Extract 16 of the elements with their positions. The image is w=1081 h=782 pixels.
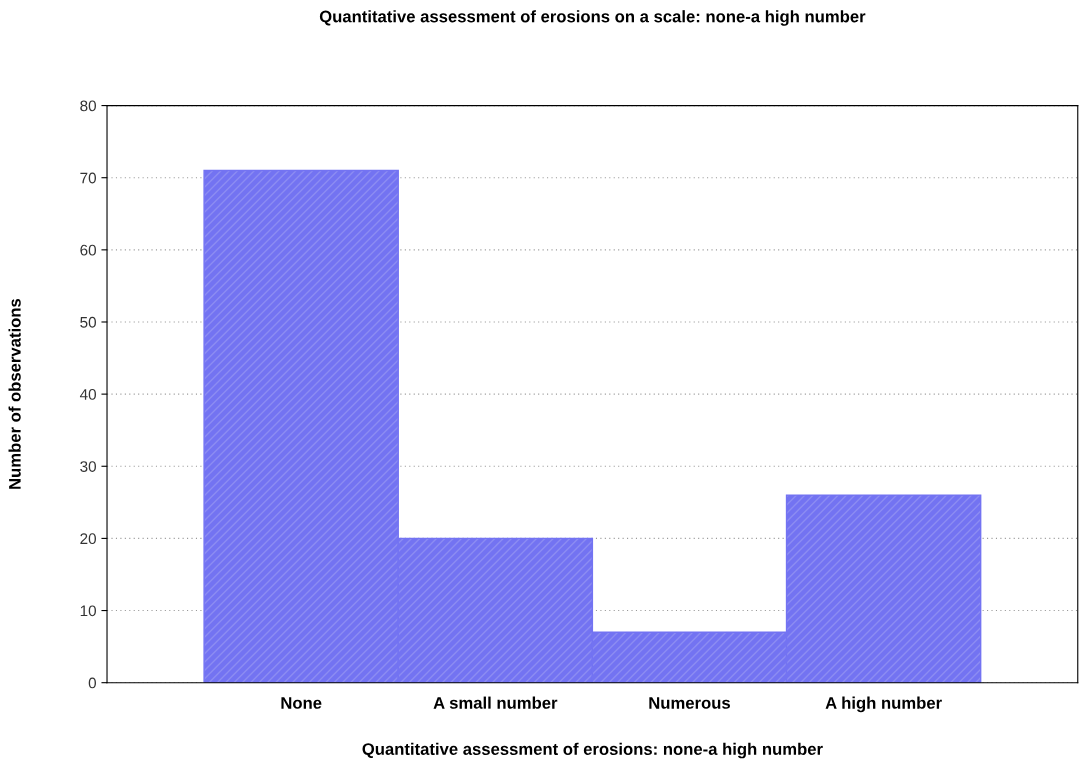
x-tick-label: None [281, 697, 322, 709]
y-tick-label: 10 [80, 605, 97, 617]
y-axis-title: Number of observations [8, 298, 21, 489]
y-tick-label: 0 [88, 677, 97, 689]
y-tick-label: 20 [80, 533, 97, 545]
y-tick-label: 60 [80, 244, 97, 256]
x-tick-label: A high number [825, 696, 942, 713]
x-axis-title: Quantitative assessment of erosions: none-a high number [362, 742, 823, 759]
chart-title: Quantitative assessment of erosions on a scale: none-a high number [319, 10, 866, 26]
y-tick-label: 30 [80, 461, 97, 472]
x-tick-label: Numerous [649, 697, 730, 709]
x-tick-label: A small number [433, 696, 558, 709]
y-tick-label: 50 [80, 316, 97, 328]
y-tick-label: 70 [80, 172, 97, 184]
y-tick-label: 80 [80, 100, 97, 112]
y-tick-label: 40 [79, 389, 97, 400]
